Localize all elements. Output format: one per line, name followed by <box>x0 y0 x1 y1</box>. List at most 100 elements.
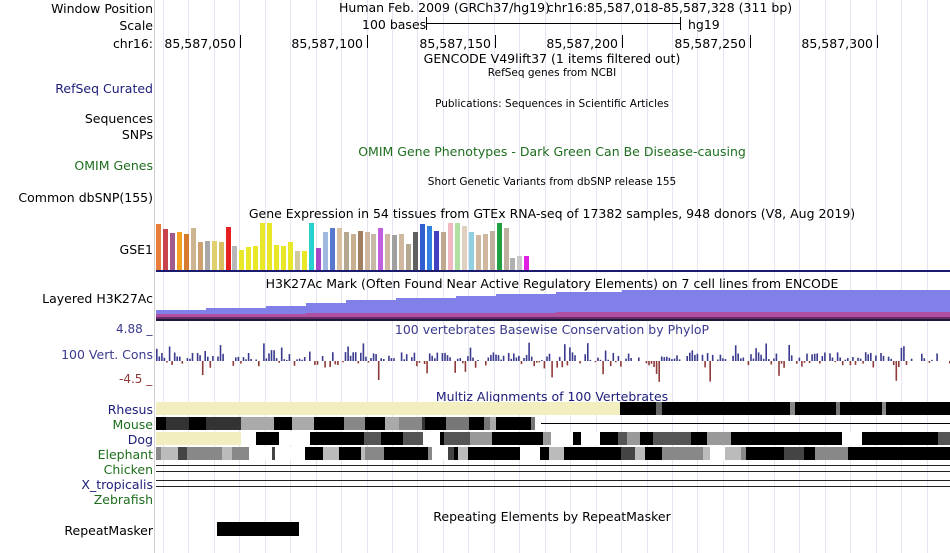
gtex-tissue-bar[interactable] <box>337 228 342 270</box>
gtex-tissue-bar[interactable] <box>427 226 432 270</box>
species-label-chicken[interactable]: Chicken <box>103 462 153 477</box>
gtex-tissue-bar[interactable] <box>302 251 307 270</box>
assembly-name: Human Feb. 2009 (GRCh37/hg19) <box>339 0 550 15</box>
gtex-tissue-bar[interactable] <box>184 234 189 270</box>
phylop-bar <box>250 358 252 361</box>
species-label-rhesus[interactable]: Rhesus <box>107 402 153 417</box>
gtex-tissue-bar[interactable] <box>434 231 439 270</box>
rhesus-gap <box>790 402 795 415</box>
gtex-tissue-bar[interactable] <box>281 246 286 270</box>
gtex-tissue-bar[interactable] <box>205 241 210 270</box>
repeat-element[interactable] <box>217 522 299 536</box>
gtex-tissue-bar[interactable] <box>510 258 515 270</box>
gtex-tissue-bar[interactable] <box>316 248 321 270</box>
refseq-track-label[interactable]: RefSeq Curated <box>55 81 153 96</box>
grid-line <box>163 0 164 553</box>
gtex-tissue-bar[interactable] <box>406 244 411 270</box>
gtex-tissue-bar[interactable] <box>462 226 467 270</box>
h3k27ac-track-label[interactable]: Layered H3K27Ac <box>42 291 153 306</box>
repeatmasker-track-label[interactable]: RepeatMasker <box>64 523 153 538</box>
alignment-row-chicken[interactable] <box>156 465 950 472</box>
alignment-block <box>533 432 543 445</box>
gtex-tissue-bar[interactable] <box>191 228 196 270</box>
phylop-bar <box>834 361 836 363</box>
phylop-bar <box>796 361 798 364</box>
gtex-tissue-bar[interactable] <box>219 242 224 270</box>
rhesus-light-block <box>156 402 620 415</box>
gtex-tissue-bar[interactable] <box>365 232 370 270</box>
gtex-tissue-bar[interactable] <box>399 234 404 270</box>
alignment-row-elephant[interactable] <box>156 447 950 460</box>
alignment-row-rhesus[interactable] <box>156 402 950 415</box>
gtex-tissue-bar[interactable] <box>483 234 488 270</box>
gtex-tissue-bar[interactable] <box>455 223 460 270</box>
gtex-tissue-bar[interactable] <box>448 223 453 270</box>
phylop-bar <box>604 350 607 361</box>
species-label-mouse[interactable]: Mouse <box>112 417 153 432</box>
gtex-tissue-bar[interactable] <box>239 250 244 270</box>
species-label-x-tropicalis[interactable]: X_tropicalis <box>81 477 153 492</box>
alignment-block <box>432 447 448 460</box>
gtex-bar-chart[interactable] <box>156 222 536 270</box>
phylop-bar <box>900 347 903 361</box>
gtex-tissue-bar[interactable] <box>371 234 376 270</box>
gtex-tissue-bar[interactable] <box>476 235 481 270</box>
gtex-tissue-bar[interactable] <box>309 223 314 270</box>
gtex-tissue-bar[interactable] <box>385 234 390 270</box>
gtex-track-label[interactable]: GSE1 <box>119 242 153 257</box>
gtex-tissue-bar[interactable] <box>358 231 363 270</box>
gtex-tissue-bar[interactable] <box>413 232 418 270</box>
gtex-tissue-bar[interactable] <box>260 223 265 270</box>
gtex-tissue-bar[interactable] <box>504 228 509 270</box>
phylop-bar <box>755 348 757 361</box>
sequences-track-label[interactable]: Sequences <box>84 111 153 126</box>
gtex-tissue-bar[interactable] <box>170 233 175 270</box>
phylop-bar <box>446 355 449 361</box>
dbsnp-track-label[interactable]: Common dbSNP(155) <box>18 190 153 205</box>
gtex-tissue-bar[interactable] <box>295 251 300 270</box>
phylop-bar <box>301 359 303 361</box>
phylop-bar <box>444 352 446 361</box>
gtex-tissue-bar[interactable] <box>253 246 258 270</box>
species-label-elephant[interactable]: Elephant <box>97 447 153 462</box>
gtex-tissue-bar[interactable] <box>490 231 495 270</box>
gtex-tissue-bar[interactable] <box>497 223 502 270</box>
omim-track-label[interactable]: OMIM Genes <box>74 158 153 173</box>
snps-track-label[interactable]: SNPs <box>121 127 153 142</box>
gtex-tissue-bar[interactable] <box>246 247 251 270</box>
gtex-tissue-bar[interactable] <box>330 228 335 270</box>
gtex-tissue-bar[interactable] <box>420 224 425 270</box>
gtex-tissue-bar[interactable] <box>441 232 446 270</box>
gtex-tissue-bar[interactable] <box>226 227 231 270</box>
alignment-row-mouse[interactable] <box>156 417 950 430</box>
gtex-tissue-bar[interactable] <box>351 234 356 270</box>
h3k27ac-signal[interactable] <box>156 286 950 321</box>
gtex-tissue-bar[interactable] <box>524 256 529 270</box>
gtex-tissue-bar[interactable] <box>163 229 168 270</box>
phylop-signal[interactable] <box>156 335 950 387</box>
gtex-tissue-bar[interactable] <box>378 228 383 270</box>
phylop-bar <box>602 361 604 375</box>
phylop-bar <box>454 361 456 373</box>
gtex-tissue-bar[interactable] <box>323 232 328 270</box>
alignment-block <box>314 417 336 430</box>
gtex-tissue-bar[interactable] <box>344 232 349 270</box>
gtex-tissue-bar[interactable] <box>212 241 217 270</box>
gtex-tissue-bar[interactable] <box>288 242 293 270</box>
alignment-block <box>470 432 492 445</box>
gtex-tissue-bar[interactable] <box>267 223 272 270</box>
gtex-tissue-bar[interactable] <box>232 246 237 270</box>
species-label-dog[interactable]: Dog <box>127 432 153 447</box>
alignment-row-x-tropicalis[interactable] <box>156 480 950 487</box>
gtex-tissue-bar[interactable] <box>156 224 161 270</box>
gtex-tissue-bar[interactable] <box>469 232 474 270</box>
phylop-track-label[interactable]: 100 Vert. Cons <box>61 347 153 362</box>
gtex-tissue-bar[interactable] <box>198 242 203 270</box>
gtex-tissue-bar[interactable] <box>274 245 279 270</box>
gtex-tissue-bar[interactable] <box>177 232 182 270</box>
alignment-row-dog[interactable] <box>156 432 950 445</box>
phylop-bar <box>653 361 655 368</box>
species-label-zebrafish[interactable]: Zebrafish <box>93 492 153 507</box>
gtex-tissue-bar[interactable] <box>517 256 522 270</box>
gtex-tissue-bar[interactable] <box>392 235 397 270</box>
